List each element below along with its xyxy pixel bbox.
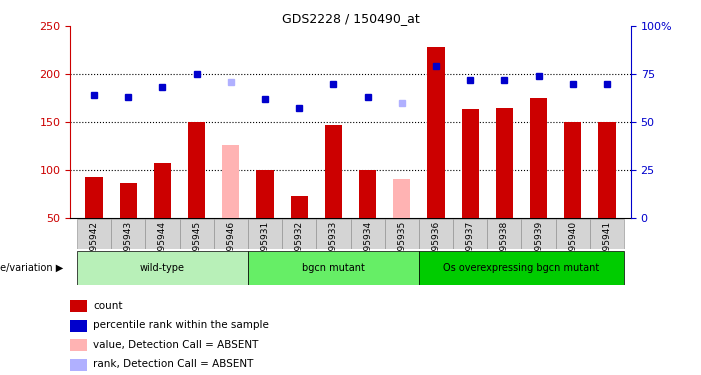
Bar xyxy=(316,219,350,249)
Text: GSM95931: GSM95931 xyxy=(261,221,269,270)
Bar xyxy=(248,251,419,285)
Bar xyxy=(325,125,342,217)
Bar xyxy=(350,219,385,249)
Bar xyxy=(70,358,87,370)
Bar xyxy=(453,219,487,249)
Bar xyxy=(291,196,308,217)
Bar xyxy=(248,219,282,249)
Text: GSM95940: GSM95940 xyxy=(569,221,577,270)
Bar xyxy=(462,110,479,218)
Text: GSM95936: GSM95936 xyxy=(432,221,440,270)
Text: GSM95939: GSM95939 xyxy=(534,221,543,270)
Bar xyxy=(419,219,453,249)
Text: GSM95937: GSM95937 xyxy=(465,221,475,270)
Bar xyxy=(393,179,410,218)
Text: genotype/variation ▶: genotype/variation ▶ xyxy=(0,263,63,273)
Text: GSM95941: GSM95941 xyxy=(602,221,611,270)
Bar xyxy=(428,47,444,217)
Bar xyxy=(487,219,522,249)
Bar xyxy=(77,219,111,249)
Bar xyxy=(70,320,87,332)
Text: percentile rank within the sample: percentile rank within the sample xyxy=(93,321,269,330)
Text: GSM95933: GSM95933 xyxy=(329,221,338,270)
Bar xyxy=(419,251,624,285)
Bar xyxy=(564,122,581,218)
Bar xyxy=(522,219,556,249)
Text: GSM95938: GSM95938 xyxy=(500,221,509,270)
Text: GSM95946: GSM95946 xyxy=(226,221,236,270)
Text: GSM95942: GSM95942 xyxy=(90,221,99,270)
Text: GSM95935: GSM95935 xyxy=(397,221,407,270)
Bar xyxy=(154,163,171,218)
Text: GSM95932: GSM95932 xyxy=(294,221,304,270)
Text: value, Detection Call = ABSENT: value, Detection Call = ABSENT xyxy=(93,340,259,350)
Bar xyxy=(530,98,547,218)
Text: Os overexpressing bgcn mutant: Os overexpressing bgcn mutant xyxy=(443,263,599,273)
Text: rank, Detection Call = ABSENT: rank, Detection Call = ABSENT xyxy=(93,360,254,369)
Text: GSM95944: GSM95944 xyxy=(158,221,167,270)
Text: wild-type: wild-type xyxy=(140,263,185,273)
Title: GDS2228 / 150490_at: GDS2228 / 150490_at xyxy=(282,12,419,25)
Bar xyxy=(556,219,590,249)
Bar xyxy=(77,251,248,285)
Bar xyxy=(145,219,179,249)
Bar xyxy=(599,122,615,218)
Bar xyxy=(70,300,87,312)
Text: GSM95945: GSM95945 xyxy=(192,221,201,270)
Bar xyxy=(359,170,376,217)
Bar xyxy=(120,183,137,218)
Text: bgcn mutant: bgcn mutant xyxy=(302,263,365,273)
Bar xyxy=(257,170,273,217)
Bar xyxy=(222,145,239,218)
Bar xyxy=(188,122,205,218)
Bar xyxy=(385,219,419,249)
Bar xyxy=(590,219,624,249)
Text: GSM95934: GSM95934 xyxy=(363,221,372,270)
Text: count: count xyxy=(93,301,123,311)
Bar xyxy=(179,219,214,249)
Text: GSM95943: GSM95943 xyxy=(124,221,132,270)
Bar xyxy=(70,339,87,351)
Bar xyxy=(214,219,248,249)
Bar xyxy=(111,219,145,249)
Bar xyxy=(496,108,513,217)
Bar xyxy=(86,177,102,218)
Bar xyxy=(282,219,316,249)
